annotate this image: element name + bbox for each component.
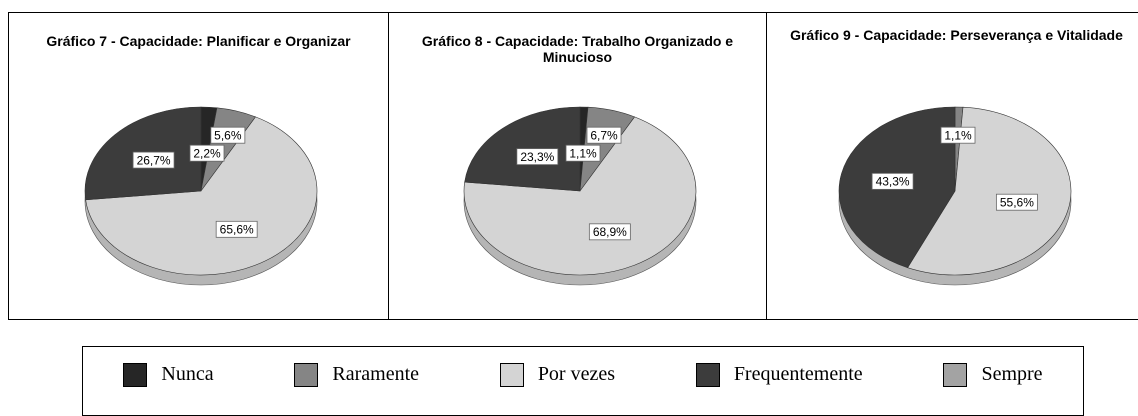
page: Gráfico 7 - Capacidade: Planificar e Org… (8, 12, 1138, 416)
label-box (995, 193, 1038, 211)
label-box (871, 172, 914, 190)
label-box (132, 151, 175, 169)
legend-swatch (499, 363, 524, 387)
label-box (210, 126, 246, 144)
chart-title: Gráfico 7 - Capacidade: Planificar e Org… (46, 33, 351, 49)
chart-panel: Gráfico 9 - Capacidade: Perseverança e V… (766, 12, 1138, 320)
value-label: 2,2% (193, 146, 221, 160)
chart-panel: Gráfico 8 - Capacidade: Trabalho Organiz… (388, 12, 767, 320)
legend: Nunca Raramente Por vezes Frequentemente Sem… (82, 346, 1084, 416)
value-label: 1,1% (569, 146, 597, 160)
label-box (565, 144, 601, 162)
value-label: 68,9% (593, 225, 627, 239)
legend-swatch (695, 363, 720, 387)
pie-chart: 1,1% 55,6% 43,3% (838, 106, 1072, 286)
legend-label: Por vezes (537, 363, 616, 385)
legend-label: Nunca (161, 363, 214, 385)
chart-panel: Gráfico 7 - Capacidade: Planificar e Org… (8, 12, 389, 320)
value-label: 23,3% (520, 150, 554, 164)
legend-swatch (294, 363, 319, 387)
label-box (586, 126, 622, 144)
legend-swatch (123, 363, 148, 387)
pie-slice (907, 106, 1072, 276)
pie-slice (85, 116, 318, 276)
value-label: 43,3% (876, 175, 910, 189)
pie-chart: 2,2% 5,6% 65,6% 26,7% (84, 106, 318, 286)
legend-item: Por vezes (499, 363, 616, 415)
value-label: 26,7% (137, 153, 171, 167)
value-label: 1,1% (944, 128, 972, 142)
legend-item: Frequentemente (695, 363, 863, 415)
chart-title: Gráfico 8 - Capacidade: Trabalho Organiz… (421, 33, 734, 65)
legend-label: Frequentemente (733, 363, 863, 385)
value-label: 55,6% (1000, 195, 1034, 209)
value-label: 5,6% (214, 128, 242, 142)
value-label: 6,7% (590, 128, 618, 142)
legend-item: Raramente (294, 363, 419, 415)
label-box (940, 126, 976, 144)
value-label: 65,6% (220, 222, 254, 236)
legend-label: Raramente (332, 363, 420, 385)
label-box (189, 144, 225, 162)
legend-item: Nunca (123, 363, 214, 415)
legend-label: Sempre (981, 363, 1043, 385)
pie-slice (463, 116, 697, 276)
label-box (516, 148, 559, 166)
legend-swatch (943, 363, 968, 387)
label-box (215, 220, 258, 238)
label-box (588, 223, 631, 241)
legend-item: Sempre (943, 363, 1043, 415)
pie-chart: 1,1% 6,7% 68,9% 23,3% (463, 106, 697, 286)
chart-title: Gráfico 9 - Capacidade: Perseverança e V… (790, 27, 1123, 43)
